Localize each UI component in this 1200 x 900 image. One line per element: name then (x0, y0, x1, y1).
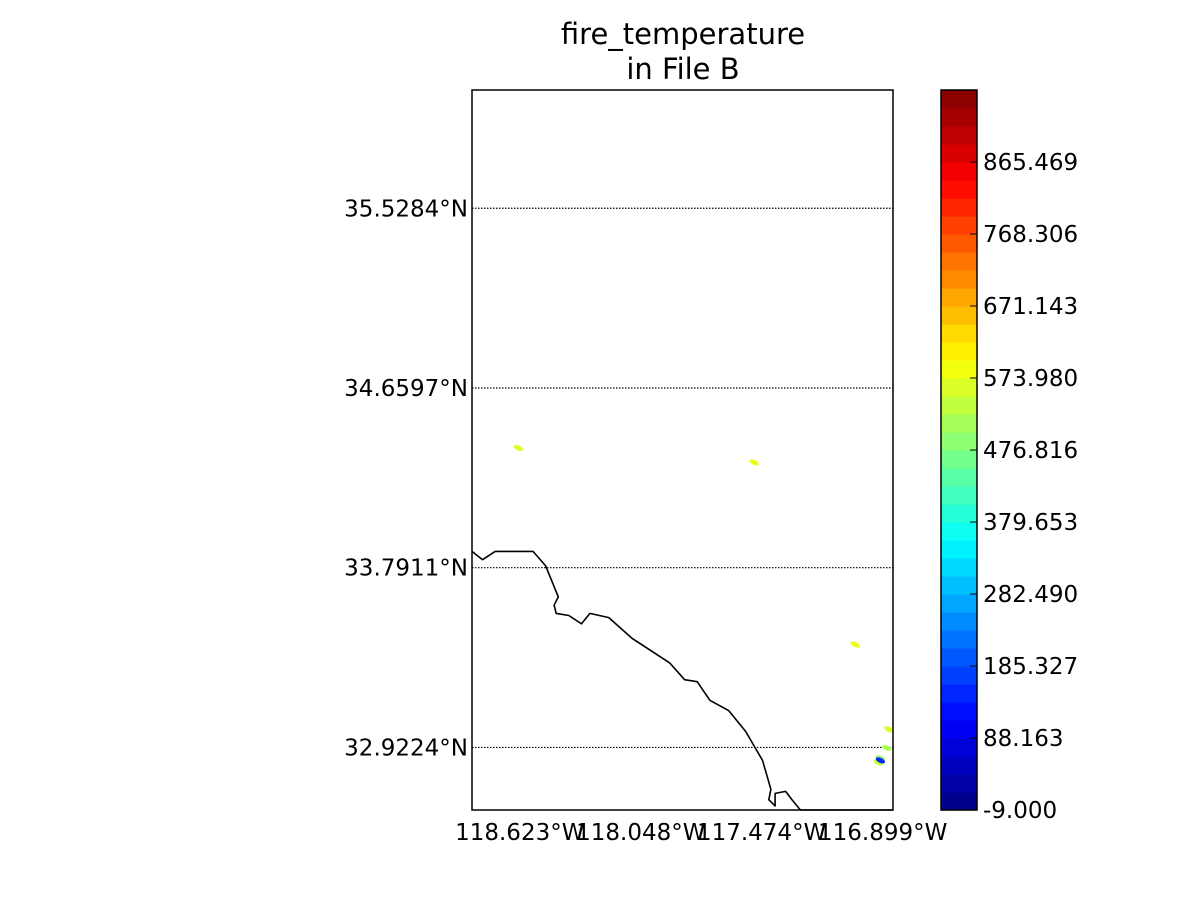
coastline (471, 550, 893, 811)
colorbar-tick-label: 476.816 (983, 438, 1078, 464)
colorbar-band (941, 720, 977, 739)
colorbar-band (941, 90, 977, 109)
colorbar-tick-label: 573.980 (983, 366, 1078, 392)
colorbar-tick-label: 671.143 (983, 294, 1078, 320)
colorbar-band (941, 486, 977, 505)
fire-cell (749, 459, 759, 466)
colorbar-band (941, 324, 977, 343)
latitude-tick-label: 35.5284°N (344, 196, 468, 222)
colorbar-tick-label: 768.306 (983, 222, 1078, 248)
chart-title-line-1: fire_temperature (561, 17, 805, 51)
colorbar-band (941, 216, 977, 235)
colorbar-ticks: -9.000 88.163 185.327 282.490 379.653 476.816… (970, 150, 1078, 824)
colorbar: -9.000 88.163 185.327 282.490 379.653 476.816… (940, 89, 1078, 824)
colorbar-band (941, 144, 977, 163)
colorbar-tick-label: 282.490 (983, 582, 1078, 608)
fire-cell (850, 641, 860, 648)
colorbar-band (941, 630, 977, 649)
colorbar-band (941, 612, 977, 631)
colorbar-band (941, 432, 977, 451)
colorbar-band (941, 666, 977, 685)
colorbar-band (941, 450, 977, 469)
colorbar-band (941, 126, 977, 145)
colorbar-band (941, 504, 977, 523)
colorbar-band (941, 180, 977, 199)
colorbar-tick-label: 185.327 (983, 654, 1078, 680)
map-frame (471, 89, 894, 811)
latitude-tick-labels: 35.5284°N 34.6597°N 33.7911°N 32.9224°N (344, 196, 468, 761)
colorbar-band (941, 702, 977, 721)
colorbar-bands (941, 90, 977, 811)
colorbar-band (941, 756, 977, 775)
fire-cell (875, 757, 886, 764)
latitude-gridlines (472, 207, 893, 749)
colorbar-band (941, 342, 977, 361)
colorbar-tick-label: 865.469 (983, 150, 1078, 176)
colorbar-band (941, 288, 977, 307)
fire-cell (513, 444, 523, 452)
latitude-tick-label: 32.9224°N (344, 735, 468, 761)
colorbar-tick-label: -9.000 (983, 798, 1057, 824)
colorbar-tick-label: 88.163 (983, 726, 1063, 752)
longitude-tick-label: 116.899°W (818, 820, 947, 846)
colorbar-band (941, 684, 977, 703)
colorbar-band (941, 162, 977, 181)
colorbar-band (941, 234, 977, 253)
colorbar-band (941, 558, 977, 577)
colorbar-band (941, 306, 977, 325)
map-plot-area (471, 89, 894, 811)
colorbar-band (941, 396, 977, 415)
colorbar-band (941, 522, 977, 541)
colorbar-band (941, 468, 977, 487)
fire-cell (882, 744, 892, 752)
colorbar-band (941, 378, 977, 397)
colorbar-band (941, 414, 977, 433)
colorbar-band (941, 108, 977, 127)
chart-title-line-2: in File B (626, 52, 739, 86)
longitude-tick-label: 118.623°W (455, 820, 584, 846)
latitude-tick-label: 34.6597°N (344, 376, 468, 402)
map-background (472, 90, 893, 810)
longitude-tick-label: 117.474°W (697, 820, 826, 846)
colorbar-band (941, 360, 977, 379)
coastline-path (471, 550, 893, 811)
colorbar-band (941, 738, 977, 757)
colorbar-band (941, 198, 977, 217)
colorbar-band (941, 594, 977, 613)
longitude-tick-label: 118.048°W (576, 820, 705, 846)
fire-temperature-cells (513, 444, 894, 766)
latitude-tick-label: 33.7911°N (344, 556, 468, 582)
colorbar-band (941, 540, 977, 559)
colorbar-band (941, 252, 977, 271)
colorbar-band (941, 792, 977, 811)
colorbar-band (941, 270, 977, 289)
fire-cell (884, 726, 894, 733)
colorbar-band (941, 648, 977, 667)
colorbar-band (941, 576, 977, 595)
colorbar-band (941, 774, 977, 793)
colorbar-tick-label: 379.653 (983, 510, 1078, 536)
